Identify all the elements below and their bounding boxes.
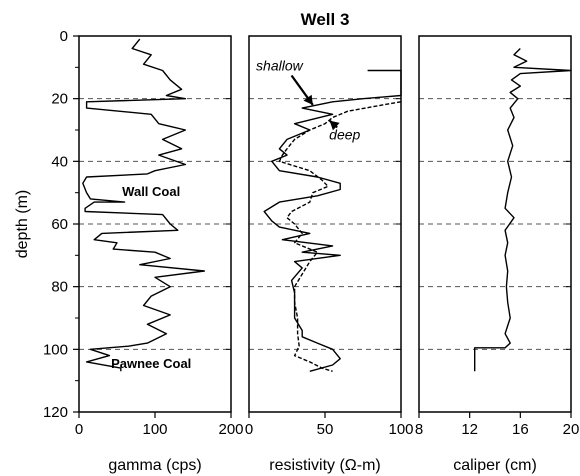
series-shallow-line: [263, 69, 402, 372]
x-tick-label: 12: [461, 421, 478, 438]
track-resistivity: 0 50 100 resistivity (Ω-m) shallow deep: [245, 35, 414, 474]
x-tick-label: 50: [317, 421, 334, 438]
x-axis-label: resistivity (Ω-m): [269, 457, 381, 474]
y-tick-label: 100: [43, 341, 68, 358]
annotation-label: shallow: [256, 57, 304, 73]
y-tick-label: 80: [51, 279, 68, 296]
y-tick-label: 120: [43, 404, 68, 421]
x-axis-label: caliper (cm): [453, 457, 537, 474]
x-tick-label: 100: [142, 421, 167, 438]
series-deep-line: [278, 101, 402, 372]
annotation-label: Wall Coal: [122, 184, 180, 199]
x-tick-label: 200: [218, 421, 243, 438]
y-axis: 0 20 40 60 80 100 120: [43, 28, 79, 421]
annotation-arrowhead: [303, 94, 313, 105]
x-tick-label: 0: [75, 421, 83, 438]
annotation-label: Pawnee Coal: [111, 356, 191, 371]
x-tick-label: 20: [563, 421, 580, 438]
y-tick-label: 60: [51, 216, 68, 233]
annotation-label: deep: [329, 126, 360, 142]
x-axis-label: gamma (cps): [108, 457, 201, 474]
track-gamma: 0 100 200 gamma (cps) Wall Coal Pawnee Coal: [75, 35, 244, 474]
chart-title: Well 3: [301, 10, 350, 29]
y-tick-label: 0: [60, 28, 68, 45]
x-tick-label: 100: [388, 421, 413, 438]
series-caliper-line: [474, 48, 572, 372]
y-tick-label: 40: [51, 153, 68, 170]
series-gamma-line: [82, 38, 206, 372]
x-tick-label: 16: [512, 421, 529, 438]
x-tick-label: 8: [415, 421, 423, 438]
y-tick-label: 20: [51, 91, 68, 108]
y-axis-label: depth (m): [14, 190, 31, 258]
annotation-arrowhead: [329, 120, 340, 131]
track-caliper: 8 12 16 20 caliper (cm): [415, 35, 580, 474]
x-tick-label: 0: [245, 421, 253, 438]
